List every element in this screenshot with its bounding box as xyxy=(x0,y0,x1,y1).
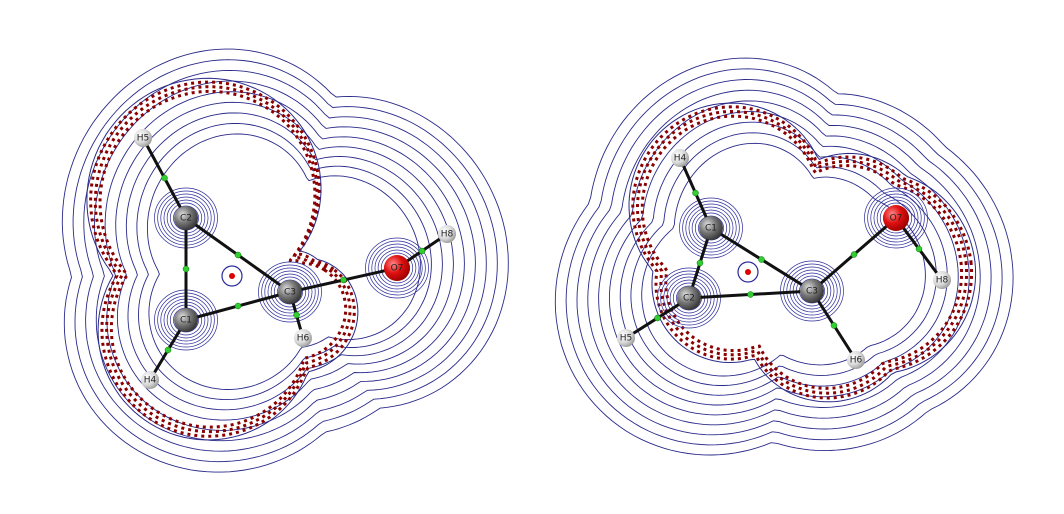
bond-critical-point xyxy=(831,323,837,329)
contour-line xyxy=(609,112,958,405)
contour-line xyxy=(642,143,926,376)
atom-label: O7 xyxy=(890,214,903,224)
atom-label: C1 xyxy=(705,224,717,234)
bond-critical-point xyxy=(693,190,699,196)
atom-label: C3 xyxy=(806,287,818,297)
bond-critical-point xyxy=(294,312,300,318)
bond-critical-point xyxy=(235,252,241,258)
contour-line xyxy=(620,122,947,395)
bond-critical-point xyxy=(341,277,347,283)
atom-label: H4 xyxy=(144,376,157,386)
atom-label: C3 xyxy=(284,288,296,298)
bond-critical-point xyxy=(419,248,425,254)
contour-line xyxy=(87,78,358,440)
density-region xyxy=(95,87,350,432)
bond-critical-point xyxy=(759,257,765,263)
panel: H5 C2 C1 H4 C3 H6 O7 H8 xyxy=(62,49,508,472)
figure: H5 C2 C1 H4 C3 H6 O7 H8 H4 C1 C2 H5 C3 H6 O7 H8 xyxy=(0,0,1064,514)
bond-critical-point xyxy=(165,347,171,353)
bond-critical-point xyxy=(748,292,754,298)
atom-label: H8 xyxy=(936,276,949,286)
atom-label: H8 xyxy=(441,230,454,240)
atom-label: H4 xyxy=(674,154,687,164)
bond-critical-point xyxy=(851,252,857,258)
bond-critical-point xyxy=(697,260,703,266)
atom-label: C2 xyxy=(683,294,695,304)
atom-label: H5 xyxy=(137,134,150,144)
atom-label: O7 xyxy=(391,264,404,274)
ring-critical-point xyxy=(745,269,751,275)
ring-critical-point xyxy=(229,273,235,279)
contour-line xyxy=(631,133,936,386)
atom-label: H6 xyxy=(850,356,863,366)
bond-critical-point xyxy=(235,303,241,309)
atom-label: H6 xyxy=(297,334,310,344)
bond-critical-point xyxy=(183,266,189,272)
atom-label: C1 xyxy=(180,316,192,326)
panel: H4 C1 C2 H5 C3 H6 O7 H8 xyxy=(555,58,1013,455)
atom-label: H5 xyxy=(620,334,633,344)
atom-label: C2 xyxy=(180,214,192,224)
bond-critical-point xyxy=(655,315,661,321)
bond-critical-point xyxy=(916,246,922,252)
contour-line xyxy=(566,69,1002,445)
density-region xyxy=(642,116,961,388)
contour-line xyxy=(588,90,980,425)
bond-critical-point xyxy=(162,175,168,181)
